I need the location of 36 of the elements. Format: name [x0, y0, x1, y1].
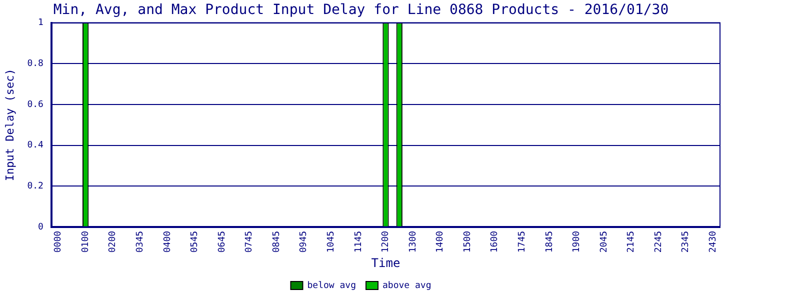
x-tick-label: 1500 — [462, 230, 473, 253]
x-tick-label: 1745 — [518, 230, 528, 253]
x-tick-label: 0000 — [54, 230, 64, 253]
y-tick-label: 0.4 — [27, 140, 44, 151]
x-tick-label: 1300 — [408, 230, 418, 253]
x-tick-label: 1900 — [572, 230, 582, 253]
x-tick-label: 1845 — [544, 230, 555, 253]
x-tick-label: 1600 — [490, 230, 500, 253]
x-tick-label: 0400 — [162, 230, 173, 253]
legend-label: above avg — [382, 280, 432, 291]
x-tick-label: 2145 — [626, 230, 637, 253]
x-tick-label: 0200 — [108, 230, 118, 253]
x-tick-label: 2245 — [654, 230, 664, 253]
x-tick-label: 1145 — [354, 230, 364, 253]
x-tick-label: 2430 — [708, 230, 719, 253]
legend-label: below avg — [307, 280, 356, 291]
x-axis-title: Time — [371, 256, 400, 270]
x-tick-label: 0345 — [135, 230, 146, 253]
x-tick-label: 0545 — [190, 230, 200, 253]
x-tick-label: 1200 — [381, 230, 392, 253]
y-tick-label: 0.6 — [27, 100, 44, 110]
x-tick-label: 1400 — [436, 230, 446, 253]
x-tick-label: 0945 — [299, 230, 310, 253]
y-tick-label: 1 — [38, 18, 44, 28]
x-tick-label: 0845 — [272, 230, 282, 253]
y-tick-label: 0.8 — [27, 58, 44, 69]
y-axis-title: Input Delay (sec) — [3, 68, 16, 182]
x-tick-label: 0645 — [217, 230, 228, 253]
x-tick-label: 1045 — [326, 230, 336, 253]
x-tick-label: 0100 — [80, 230, 91, 253]
x-tick-label: 2045 — [599, 230, 610, 253]
y-tick-label: 0.2 — [27, 181, 44, 192]
y-tick-label: 0 — [38, 222, 44, 232]
chart-title: Min, Avg, and Max Product Input Delay for Line 0868 Products - 2016/01/30 — [53, 2, 669, 18]
x-tick-label: 2345 — [681, 230, 692, 253]
x-tick-label: 0745 — [244, 230, 255, 253]
